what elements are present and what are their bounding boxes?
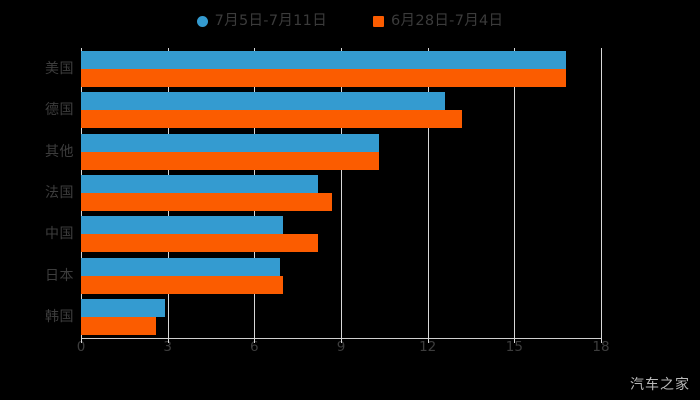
x-axis-tick-label: 0	[76, 339, 86, 355]
legend-item-label: 6月28日-7月4日	[391, 12, 504, 29]
x-axis-tick-label: 3	[163, 339, 172, 355]
y-axis-tick-label: 日本	[45, 267, 74, 284]
bar-series-container	[81, 48, 601, 338]
legend-item[interactable]: 6月28日-7月4日	[373, 14, 503, 29]
x-axis-tick	[601, 338, 602, 343]
circle-marker-icon	[196, 15, 208, 27]
y-axis-tick-label: 法国	[45, 185, 74, 201]
x-axis-tick	[514, 338, 516, 343]
y-axis-labels: 美国德国其他法国中国日本韩国	[0, 48, 74, 338]
x-axis-labels: 0 3 6 9 12 15 18	[0, 339, 700, 361]
watermark: 汽车之家	[630, 377, 690, 393]
bar	[81, 175, 318, 193]
y-axis-tick-label: 中国	[45, 226, 74, 243]
bar	[81, 110, 463, 129]
gridline	[427, 48, 429, 338]
bar	[81, 151, 379, 170]
x-axis-tick	[341, 338, 342, 343]
gridline	[514, 48, 516, 338]
bar	[81, 299, 165, 318]
y-axis-tick-label: 韩国	[45, 309, 74, 326]
x-axis-tick	[81, 338, 82, 343]
bar	[81, 257, 281, 276]
x-axis-tick	[167, 338, 169, 343]
legend-item-label: 7月5日-7月11日	[214, 12, 327, 29]
plot-area	[81, 48, 602, 338]
bar	[81, 275, 284, 294]
bar	[81, 216, 284, 235]
legend-item[interactable]: 7月5日-7月11日	[196, 12, 327, 29]
x-axis-tick-label: 6	[250, 339, 259, 355]
y-axis-tick-label: 德国	[45, 102, 74, 119]
x-axis-tick	[254, 338, 256, 343]
bar	[81, 92, 445, 111]
y-axis-tick-label: 美国	[45, 60, 74, 77]
x-axis-tick-label: 9	[336, 339, 346, 355]
chart-legend: 7月5日-7月11日 6月28日-7月4日	[0, 10, 700, 32]
x-axis-tick-label: 12	[419, 339, 437, 355]
y-axis-tick-label: 其他	[45, 143, 74, 160]
bar	[81, 50, 567, 69]
bar	[81, 133, 379, 152]
square-marker-icon	[373, 15, 384, 27]
gridline	[601, 48, 602, 338]
bar	[81, 193, 333, 211]
x-axis-tick-label: 18	[592, 339, 610, 355]
x-axis-tick	[427, 338, 429, 343]
bar	[81, 234, 318, 253]
x-axis-tick-label: 15	[505, 339, 523, 355]
gridline	[341, 48, 342, 338]
bar	[81, 68, 567, 87]
bar	[81, 317, 157, 336]
